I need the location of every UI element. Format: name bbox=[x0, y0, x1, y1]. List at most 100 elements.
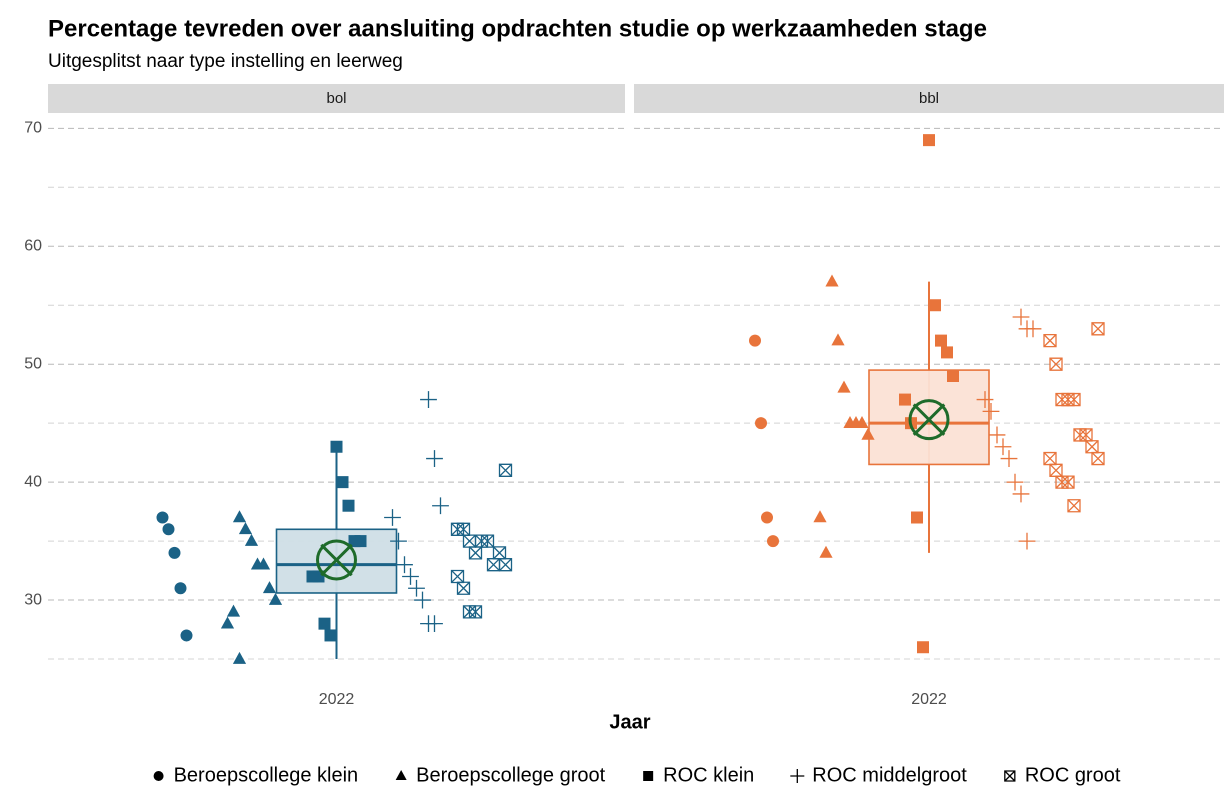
data-point bbox=[408, 579, 425, 597]
x-tick-label: 2022 bbox=[319, 691, 355, 708]
data-point bbox=[1061, 475, 1075, 489]
y-tick-label: 70 bbox=[24, 120, 42, 137]
data-point bbox=[761, 511, 774, 524]
data-point bbox=[426, 450, 443, 467]
legend-marker bbox=[643, 771, 654, 781]
facet-strip bbox=[634, 84, 1224, 113]
mean-marker bbox=[908, 399, 950, 441]
data-point bbox=[1012, 308, 1030, 326]
data-point bbox=[1091, 451, 1105, 466]
data-point bbox=[432, 497, 449, 515]
data-point bbox=[168, 546, 181, 559]
data-point bbox=[390, 532, 407, 550]
data-point bbox=[238, 522, 253, 535]
data-point bbox=[831, 333, 845, 346]
data-point bbox=[256, 557, 271, 570]
data-point bbox=[1000, 450, 1018, 467]
data-point bbox=[456, 581, 471, 595]
data-point bbox=[162, 523, 175, 536]
data-point bbox=[1043, 451, 1057, 466]
data-point bbox=[929, 299, 941, 312]
data-point bbox=[855, 415, 869, 428]
data-point bbox=[232, 651, 247, 664]
facet-strip bbox=[48, 84, 625, 113]
data-point bbox=[982, 402, 1000, 420]
data-point bbox=[1012, 485, 1030, 503]
data-point bbox=[813, 510, 827, 523]
data-point bbox=[336, 476, 349, 489]
data-point bbox=[426, 615, 443, 633]
data-point bbox=[1049, 463, 1063, 477]
y-tick-label: 60 bbox=[24, 237, 42, 254]
x-tick-label: 2022 bbox=[911, 691, 947, 708]
data-point bbox=[988, 426, 1006, 444]
data-point bbox=[414, 591, 431, 609]
data-point bbox=[767, 535, 779, 548]
data-point bbox=[1067, 392, 1081, 407]
data-point bbox=[220, 616, 235, 629]
data-point bbox=[330, 440, 343, 453]
chart-title: Percentage tevreden over aansluiting opd… bbox=[48, 15, 987, 42]
box bbox=[868, 369, 990, 466]
data-point bbox=[174, 582, 187, 595]
data-point bbox=[976, 391, 994, 408]
legend-label: Beroepscollege groot bbox=[416, 764, 605, 786]
data-point bbox=[450, 569, 465, 584]
data-point bbox=[917, 641, 929, 654]
data-point bbox=[498, 558, 513, 572]
data-point bbox=[1049, 357, 1063, 371]
legend-marker bbox=[1004, 770, 1016, 782]
data-point bbox=[492, 546, 507, 560]
data-point bbox=[180, 629, 193, 642]
data-point bbox=[923, 134, 935, 147]
y-tick-label: 30 bbox=[24, 591, 42, 608]
data-point bbox=[825, 274, 839, 287]
data-point bbox=[819, 545, 833, 558]
data-point bbox=[994, 438, 1012, 456]
data-point bbox=[947, 369, 959, 382]
legend-label: Beroepscollege klein bbox=[174, 764, 359, 786]
data-point bbox=[1067, 499, 1081, 513]
data-point bbox=[1091, 322, 1105, 336]
data-point bbox=[1085, 440, 1099, 454]
data-point bbox=[486, 558, 501, 572]
data-point bbox=[755, 417, 767, 430]
data-point bbox=[468, 546, 483, 560]
data-point bbox=[1018, 532, 1036, 550]
data-point bbox=[420, 391, 437, 408]
data-point bbox=[498, 463, 513, 477]
data-point bbox=[1024, 320, 1042, 338]
data-point bbox=[935, 334, 947, 347]
chart-subtitle: Uitgesplitst naar type instelling en lee… bbox=[48, 51, 403, 72]
facet-label: bol bbox=[326, 90, 346, 107]
y-tick-label: 50 bbox=[24, 355, 42, 372]
data-point bbox=[1043, 333, 1057, 348]
legend-label: ROC groot bbox=[1025, 764, 1121, 786]
data-point bbox=[354, 535, 367, 548]
data-point bbox=[318, 617, 331, 630]
data-point bbox=[402, 568, 419, 585]
data-point bbox=[384, 509, 401, 526]
data-point bbox=[899, 393, 911, 406]
x-axis-label: Jaar bbox=[609, 711, 650, 733]
legend-label: ROC middelgroot bbox=[812, 764, 967, 786]
y-tick-label: 40 bbox=[24, 473, 42, 490]
legend-marker bbox=[153, 771, 164, 781]
legend-marker bbox=[790, 769, 805, 783]
legend-label: ROC klein bbox=[663, 764, 754, 786]
data-point bbox=[749, 334, 761, 347]
data-point bbox=[324, 629, 337, 642]
facet-label: bbl bbox=[919, 90, 939, 107]
data-point bbox=[468, 605, 483, 619]
data-point bbox=[1006, 473, 1024, 491]
data-point bbox=[911, 511, 923, 524]
data-point bbox=[268, 592, 283, 605]
data-point bbox=[837, 380, 851, 393]
mean-marker bbox=[315, 539, 358, 581]
data-point bbox=[396, 556, 413, 574]
data-point bbox=[342, 499, 355, 512]
data-point bbox=[262, 581, 277, 594]
data-point bbox=[232, 510, 247, 523]
data-point bbox=[226, 604, 241, 617]
